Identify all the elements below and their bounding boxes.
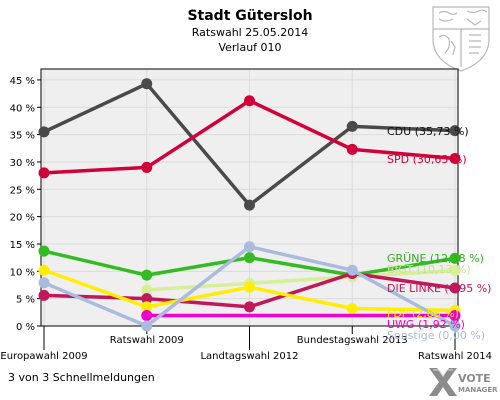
data-point (449, 282, 461, 294)
y-tick-label: 20 % (10, 213, 35, 224)
chart-subtitle-2: Verlauf 010 (218, 41, 281, 54)
ballot-cross-icon (429, 368, 457, 396)
data-point (346, 143, 358, 155)
data-point (141, 161, 153, 173)
data-point (244, 281, 255, 293)
series-end-label: Sonstige (0,00 %) (387, 329, 485, 342)
series-end-label: GRÜNE (12,38 %) (387, 252, 484, 265)
data-point (346, 120, 358, 132)
logo-vote-text: VOTE (458, 372, 491, 385)
data-point (449, 320, 461, 332)
series-end-label: BfGT (10,13 %) (387, 263, 471, 276)
data-point (449, 252, 461, 264)
coat-of-arms-icon (432, 6, 490, 72)
y-tick-label: 30 % (10, 158, 35, 169)
data-point (346, 303, 358, 315)
data-point (141, 320, 153, 332)
x-tick-label: Bundestagswahl 2013 (297, 335, 408, 346)
data-point (38, 126, 50, 138)
x-tick-label: Landtagswahl 2012 (200, 351, 298, 362)
data-point (449, 265, 461, 277)
series-end-label: FDP (2,86 %) (387, 307, 459, 320)
y-tick-label: 0 % (16, 322, 35, 333)
y-tick-label: 35 % (10, 131, 35, 142)
series-labels: CDU (35,73 %) SPD (30,63 %) GRÜNE (12,38 %… (387, 125, 491, 342)
data-point (244, 252, 255, 264)
data-point (38, 264, 50, 276)
logo-manager-text: MANAGER (458, 386, 498, 394)
data-point (449, 310, 461, 322)
data-point (141, 293, 153, 305)
data-point (244, 241, 255, 253)
y-tick-label: 40 % (10, 103, 35, 114)
chart-subtitle: Ratswahl 25.05.2014 (192, 26, 308, 39)
vote-manager-logo: VOTE MANAGER (429, 368, 498, 396)
data-point (141, 284, 153, 296)
data-point (449, 125, 461, 137)
y-tick-label: 15 % (10, 240, 35, 251)
data-point (449, 153, 461, 165)
data-point (141, 301, 153, 313)
series-end-label: CDU (35,73 %) (387, 125, 469, 138)
data-point (346, 264, 358, 276)
series-end-label: UWG (1,92 %) (387, 318, 465, 331)
y-axis: 0 % 5 % 10 % 15 % 20 % 25 % 30 % 35 % 40 % 45 % (10, 76, 41, 333)
data-point (244, 301, 255, 313)
series (38, 78, 461, 332)
data-point (141, 310, 153, 322)
y-tick-label: 25 % (10, 185, 35, 196)
series-end-label: SPD (30,63 %) (387, 153, 467, 166)
y-tick-label: 5 % (16, 295, 35, 306)
x-tick-label: Ratswahl 2009 (110, 335, 184, 346)
data-point (244, 199, 255, 211)
data-point (38, 277, 50, 289)
y-tick-label: 45 % (10, 76, 35, 87)
series-end-label: DIE LINKE (6,95 %) (387, 282, 491, 295)
data-point (141, 269, 153, 281)
footer-note: 3 von 3 Schnellmeldungen (8, 371, 155, 384)
chart-title: Stadt Gütersloh (187, 8, 312, 24)
data-point (38, 289, 50, 301)
data-point (141, 78, 153, 90)
x-tick-label: Ratswahl 2014 (418, 351, 492, 362)
grid (42, 70, 457, 325)
data-point (244, 95, 255, 107)
x-tick-label: Europawahl 2009 (0, 351, 87, 362)
y-tick-label: 10 % (10, 267, 35, 278)
data-point (38, 245, 50, 257)
data-point (38, 167, 50, 179)
